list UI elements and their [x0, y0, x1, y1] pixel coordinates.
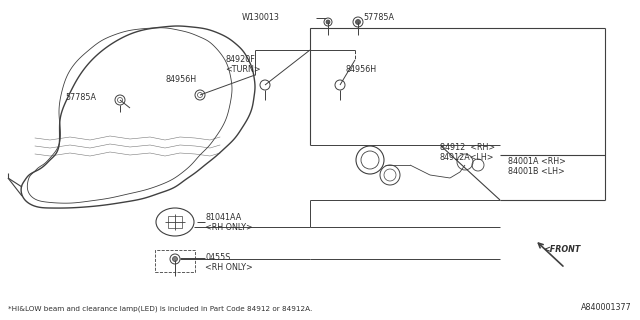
Text: 0455S: 0455S — [205, 253, 230, 262]
Text: 84912  <RH>: 84912 <RH> — [440, 143, 495, 153]
Text: *HI&LOW beam and clearance lamp(LED) is included in Part Code 84912 or 84912A.: *HI&LOW beam and clearance lamp(LED) is … — [8, 306, 312, 312]
Text: A840001377: A840001377 — [581, 303, 632, 312]
Text: 81041AA: 81041AA — [205, 213, 241, 222]
Text: <TURN>: <TURN> — [225, 66, 260, 75]
Text: 84001A <RH>: 84001A <RH> — [508, 157, 566, 166]
Circle shape — [326, 20, 330, 24]
Text: 84001B <LH>: 84001B <LH> — [508, 167, 564, 177]
Text: W130013: W130013 — [242, 13, 280, 22]
Text: 84920F: 84920F — [225, 55, 255, 65]
Circle shape — [198, 92, 202, 98]
Text: 57785A: 57785A — [65, 92, 96, 101]
Text: 84956H: 84956H — [345, 66, 376, 75]
Circle shape — [173, 257, 177, 261]
Text: <RH ONLY>: <RH ONLY> — [205, 223, 253, 233]
Circle shape — [355, 20, 360, 25]
Text: 84956H: 84956H — [165, 76, 196, 84]
Text: 57785A: 57785A — [363, 13, 394, 22]
Text: <FRONT: <FRONT — [543, 245, 580, 254]
Text: <RH ONLY>: <RH ONLY> — [205, 263, 253, 273]
Text: 84912A<LH>: 84912A<LH> — [440, 154, 495, 163]
Circle shape — [118, 98, 122, 102]
